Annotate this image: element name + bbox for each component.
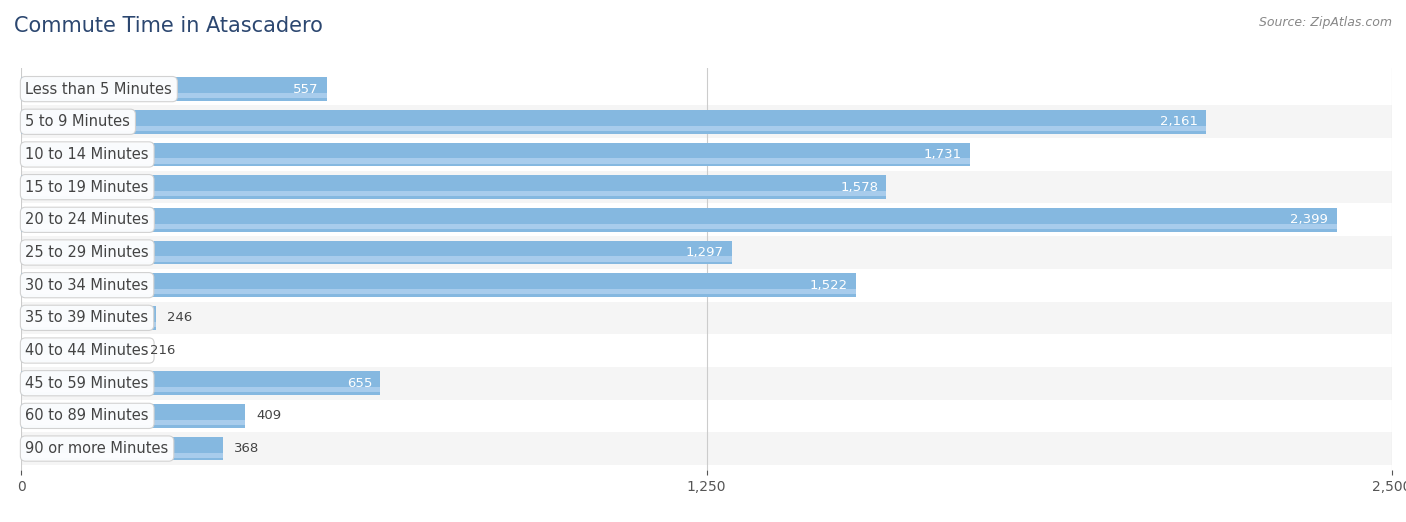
Bar bbox=[21, 143, 970, 166]
Bar bbox=[21, 110, 1206, 134]
Text: 368: 368 bbox=[233, 442, 259, 455]
Bar bbox=[21, 372, 380, 395]
Bar bbox=[21, 208, 1337, 232]
Text: 30 to 34 Minutes: 30 to 34 Minutes bbox=[25, 278, 149, 293]
Bar bbox=[21, 339, 139, 362]
Text: 25 to 29 Minutes: 25 to 29 Minutes bbox=[25, 245, 149, 260]
Bar bbox=[21, 159, 970, 163]
Bar bbox=[21, 191, 886, 196]
Text: Source: ZipAtlas.com: Source: ZipAtlas.com bbox=[1258, 16, 1392, 29]
Bar bbox=[21, 224, 1337, 229]
Text: Commute Time in Atascadero: Commute Time in Atascadero bbox=[14, 16, 323, 35]
Bar bbox=[21, 274, 856, 297]
Text: 2,399: 2,399 bbox=[1291, 213, 1329, 227]
Bar bbox=[21, 126, 1206, 131]
Text: 10 to 14 Minutes: 10 to 14 Minutes bbox=[25, 147, 149, 162]
Text: 90 or more Minutes: 90 or more Minutes bbox=[25, 441, 169, 456]
Bar bbox=[21, 171, 1392, 204]
Bar bbox=[21, 175, 886, 199]
Bar bbox=[21, 367, 1392, 399]
Bar bbox=[21, 105, 1392, 138]
Text: 1,731: 1,731 bbox=[924, 148, 962, 161]
Text: 5 to 9 Minutes: 5 to 9 Minutes bbox=[25, 114, 131, 129]
Bar bbox=[21, 453, 224, 458]
Bar bbox=[21, 204, 1392, 236]
Text: 557: 557 bbox=[292, 82, 318, 96]
Bar bbox=[21, 256, 733, 262]
Bar bbox=[21, 437, 224, 460]
Text: 409: 409 bbox=[256, 409, 281, 422]
Text: 45 to 59 Minutes: 45 to 59 Minutes bbox=[25, 376, 149, 390]
Text: 246: 246 bbox=[167, 311, 193, 324]
Bar bbox=[21, 322, 156, 327]
Bar bbox=[21, 432, 1392, 465]
Bar bbox=[21, 354, 139, 360]
Text: 40 to 44 Minutes: 40 to 44 Minutes bbox=[25, 343, 149, 358]
Bar bbox=[21, 93, 326, 98]
Text: 1,522: 1,522 bbox=[810, 279, 848, 292]
Bar bbox=[21, 73, 1392, 105]
Bar bbox=[21, 289, 856, 294]
Text: 35 to 39 Minutes: 35 to 39 Minutes bbox=[25, 311, 149, 325]
Text: 1,578: 1,578 bbox=[841, 181, 879, 194]
Bar bbox=[21, 269, 1392, 302]
Bar bbox=[21, 77, 326, 101]
Bar bbox=[21, 138, 1392, 171]
Bar bbox=[21, 404, 246, 428]
Text: 20 to 24 Minutes: 20 to 24 Minutes bbox=[25, 212, 149, 227]
Text: 1,297: 1,297 bbox=[686, 246, 724, 259]
Bar bbox=[21, 420, 246, 425]
Bar bbox=[21, 302, 1392, 334]
Text: Less than 5 Minutes: Less than 5 Minutes bbox=[25, 81, 172, 97]
Bar bbox=[21, 334, 1392, 367]
Text: 216: 216 bbox=[150, 344, 176, 357]
Text: 60 to 89 Minutes: 60 to 89 Minutes bbox=[25, 408, 149, 423]
Text: 2,161: 2,161 bbox=[1160, 115, 1198, 128]
Bar bbox=[21, 236, 1392, 269]
Bar bbox=[21, 387, 380, 393]
Text: 15 to 19 Minutes: 15 to 19 Minutes bbox=[25, 180, 149, 195]
Bar bbox=[21, 399, 1392, 432]
Bar bbox=[21, 241, 733, 264]
Text: 655: 655 bbox=[347, 377, 373, 390]
Bar bbox=[21, 306, 156, 329]
